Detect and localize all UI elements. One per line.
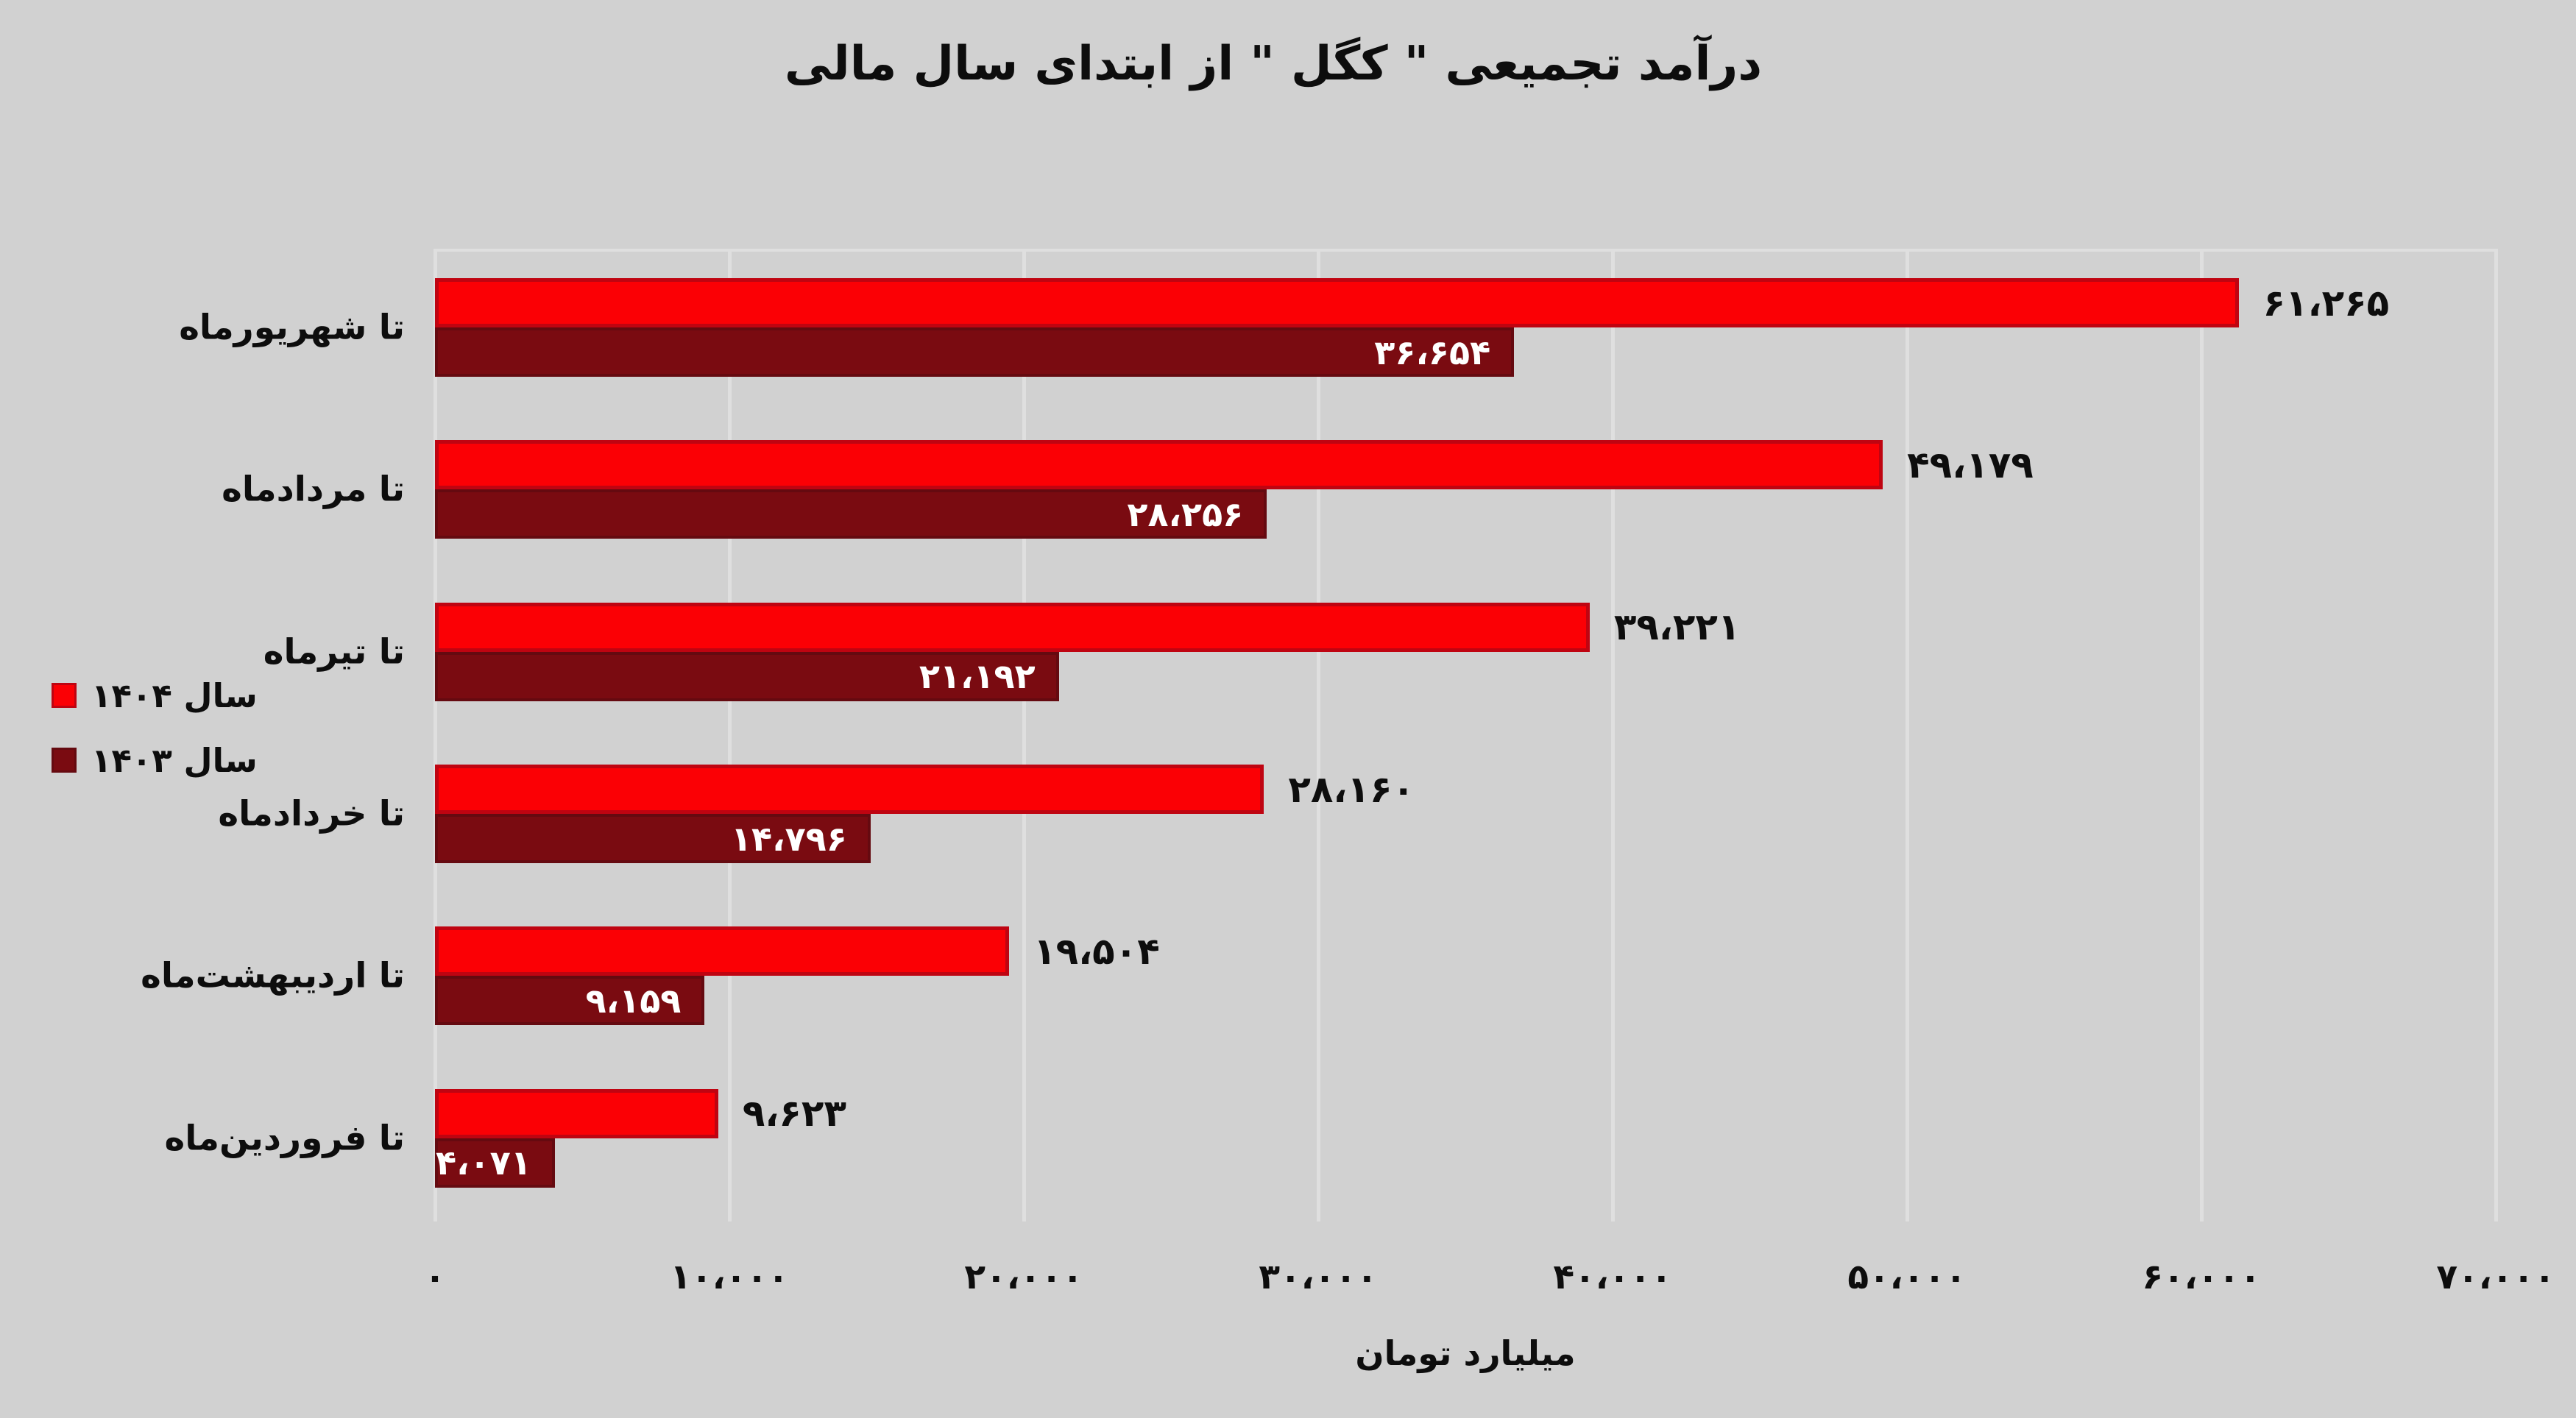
bar-group: تا شهریورماه ۶۱،۲۶۵ ۳۶،۶۵۴ xyxy=(179,249,2496,411)
bar-value-label-1403: ۹،۱۵۹ xyxy=(585,980,682,1021)
bar-1404: ۱۹،۵۰۴ xyxy=(435,926,1154,976)
bar-1403: ۲۱،۱۹۲ xyxy=(435,651,1059,701)
bar-1404: ۳۹،۲۲۱ xyxy=(435,602,1734,652)
gridline xyxy=(1610,249,1615,1222)
x-axis: ۰ ۱۰،۰۰۰ ۲۰،۰۰۰ ۳۰،۰۰۰ ۴۰،۰۰۰ ۵۰،۰۰۰ ۶۰،۰۰۰ ۷۰،… xyxy=(425,1257,2552,1308)
bar-1404: ۹،۶۲۳ xyxy=(435,1088,841,1138)
bar-group: تا مردادماه ۴۹،۱۷۹ ۲۸،۲۵۶ xyxy=(222,411,2496,572)
category-label: تا فروردین‌ماه xyxy=(164,1118,406,1159)
gridline xyxy=(1022,249,1026,1222)
x-tick-label: ۰ xyxy=(424,1257,446,1297)
category-label: تا خردادماه xyxy=(218,793,405,834)
bar-value-label-1404: ۱۹،۵۰۴ xyxy=(1033,929,1160,973)
bar-1403: ۹،۱۵۹ xyxy=(435,976,705,1026)
legend-item-1404: سال ۱۴۰۴ xyxy=(52,676,258,715)
x-tick-label: ۲۰،۰۰۰ xyxy=(964,1257,1083,1297)
category-label: تا اردیبهشت‌ماه xyxy=(141,955,405,996)
x-axis-title: میلیارد تومان xyxy=(1355,1333,1576,1373)
gridline xyxy=(2200,249,2204,1222)
bar-group: تا خردادماه ۲۸،۱۶۰ ۱۴،۷۹۶ xyxy=(218,735,2496,897)
x-tick-label: ۷۰،۰۰۰ xyxy=(2436,1257,2555,1297)
bar-group: تا فروردین‌ماه ۹،۶۲۳ ۴،۰۷۱ xyxy=(165,1060,2496,1222)
bar-1403: ۲۸،۲۵۶ xyxy=(435,489,1267,539)
legend-swatch-1403-icon xyxy=(52,748,77,773)
gridline xyxy=(434,249,437,1222)
legend-label-1403: سال ۱۴۰۳ xyxy=(91,740,258,780)
bar-value-label-1403: ۲۸،۲۵۶ xyxy=(1127,494,1244,534)
bar-1403: ۳۶،۶۵۴ xyxy=(435,327,1515,377)
plot-area: تا شهریورماه ۶۱،۲۶۵ ۳۶،۶۵۴ تا مردادماه ۴۹،۱۷… xyxy=(141,249,2498,1222)
legend-swatch-1404-icon xyxy=(52,683,77,708)
x-tick-label: ۶۰،۰۰۰ xyxy=(2142,1257,2261,1297)
legend-item-1403: سال ۱۴۰۳ xyxy=(52,740,258,780)
bar-value-label-1403: ۲۱،۱۹۲ xyxy=(919,656,1036,697)
x-tick-label: ۱۰،۰۰۰ xyxy=(670,1257,789,1297)
bar-value-label-1404: ۶۱،۲۶۵ xyxy=(2262,281,2390,325)
bar-group: تا تیرماه ۳۹،۲۲۱ ۲۱،۱۹۲ xyxy=(263,573,2496,735)
x-tick-label: ۵۰،۰۰۰ xyxy=(1847,1257,1967,1297)
gridline xyxy=(2494,249,2498,1222)
bar-1403: ۱۴،۷۹۶ xyxy=(435,814,871,863)
bar-1404: ۲۸،۱۶۰ xyxy=(435,765,1409,814)
legend: سال ۱۴۰۴ سال ۱۴۰۳ xyxy=(52,676,258,780)
bar-value-label-1404: ۴۹،۱۷۹ xyxy=(1907,443,2034,486)
x-tick-label: ۳۰،۰۰۰ xyxy=(1259,1257,1378,1297)
bar-value-label-1404: ۹،۶۲۳ xyxy=(742,1092,846,1135)
gridline xyxy=(1317,249,1320,1222)
plot-top-gridline xyxy=(435,249,2496,252)
bar-value-label-1403: ۴،۰۷۱ xyxy=(436,1143,531,1183)
bar-value-label-1404: ۲۸،۱۶۰ xyxy=(1288,768,1415,811)
bar-value-label-1404: ۳۹،۲۲۱ xyxy=(1613,606,1741,649)
category-label: تا تیرماه xyxy=(263,631,405,673)
bar-1404: ۴۹،۱۷۹ xyxy=(435,440,2028,490)
gridline xyxy=(727,249,732,1222)
category-label: تا مردادماه xyxy=(222,469,405,510)
bar-1404: ۶۱،۲۶۵ xyxy=(435,278,2383,327)
category-label: تا شهریورماه xyxy=(179,307,405,348)
bar-group: تا اردیبهشت‌ماه ۱۹،۵۰۴ ۹،۱۵۹ xyxy=(141,897,2496,1059)
x-tick-label: ۴۰،۰۰۰ xyxy=(1553,1257,1672,1297)
chart-title: درآمد تجمیعی " کگل " از ابتدای سال مالی xyxy=(784,37,1763,91)
bar-value-label-1403: ۳۶،۶۵۴ xyxy=(1374,332,1491,372)
gridline xyxy=(1906,249,1909,1222)
bar-value-label-1403: ۱۴،۷۹۶ xyxy=(730,818,847,859)
legend-label-1404: سال ۱۴۰۴ xyxy=(91,676,258,715)
bar-1403: ۴،۰۷۱ xyxy=(435,1138,555,1188)
